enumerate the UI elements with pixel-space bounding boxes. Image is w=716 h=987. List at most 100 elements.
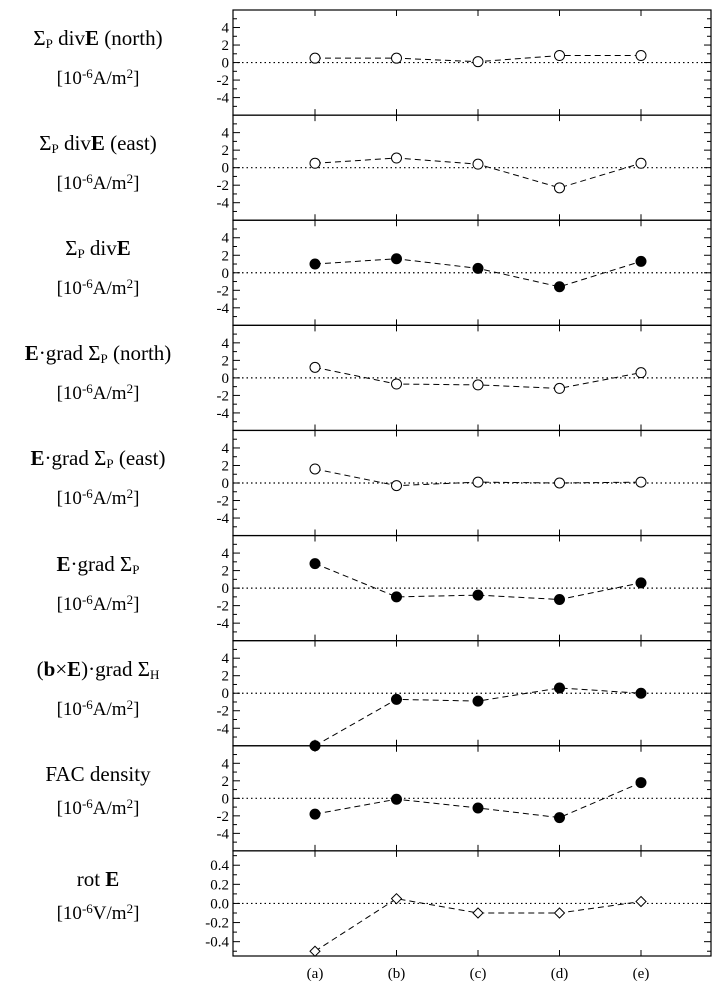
data-point — [472, 262, 484, 274]
y-tick-label: -4 — [217, 91, 230, 107]
data-point — [391, 793, 402, 805]
y-tick-label: 0.4 — [210, 858, 229, 874]
panel-label-p5: E·grad ΣP (east) [10-6A/m2] — [0, 446, 196, 510]
x-tick-label: (e) — [633, 966, 650, 982]
panel-unit: [10-6A/m2] — [56, 486, 140, 510]
panel-title: FAC density — [45, 761, 151, 786]
y-tick-label: -4 — [217, 616, 230, 632]
y-tick-label: 2 — [222, 774, 230, 790]
y-tick-label: 4 — [222, 651, 230, 667]
y-tick-label: 2 — [222, 669, 230, 685]
y-tick-label: 2 — [222, 564, 230, 580]
series-line-p9 — [314, 898, 642, 952]
y-tick-label: 0 — [222, 581, 230, 597]
y-tick-label: 0 — [222, 56, 230, 72]
y-tick-label: -2 — [217, 599, 230, 615]
data-point — [635, 777, 647, 789]
panel-title: E·grad ΣP (north) — [24, 341, 172, 367]
data-point — [391, 591, 402, 603]
y-tick-label: 0 — [222, 476, 230, 492]
data-point — [635, 255, 647, 267]
data-point — [554, 50, 565, 62]
data-point — [635, 367, 647, 379]
panel-label-p2: ΣP divE (east) [10-6A/m2] — [0, 131, 196, 195]
y-tick-label: 0 — [222, 266, 230, 282]
panel-label-p8: FAC density [10-6A/m2] — [0, 762, 196, 820]
panel-unit: [10-6A/m2] — [56, 381, 140, 405]
data-point — [309, 258, 321, 270]
y-tick-label: 0.2 — [210, 877, 229, 893]
data-point — [635, 476, 647, 488]
data-point — [472, 695, 484, 707]
x-tick-label: (c) — [470, 966, 487, 982]
y-tick-label: -2 — [217, 178, 230, 194]
y-tick-label: -4 — [217, 301, 230, 317]
data-point — [472, 158, 484, 170]
data-point — [472, 56, 484, 68]
data-point — [309, 945, 321, 957]
data-point — [554, 281, 565, 293]
data-point — [391, 480, 402, 492]
data-point — [472, 802, 484, 814]
x-tick-label: (a) — [307, 966, 324, 982]
y-tick-label: -4 — [217, 826, 230, 842]
data-point — [472, 476, 484, 488]
y-tick-label: 4 — [222, 756, 230, 772]
data-point — [554, 682, 565, 694]
panel-unit: [10-6A/m2] — [56, 276, 140, 300]
y-tick-label: -2 — [217, 494, 230, 510]
data-point — [554, 477, 565, 489]
data-point — [554, 382, 565, 394]
y-tick-label: -2 — [217, 283, 230, 299]
data-point — [635, 895, 647, 908]
y-tick-label: 2 — [222, 248, 230, 264]
data-point — [472, 589, 484, 601]
y-tick-label: 2 — [222, 353, 230, 369]
y-tick-label: -0.4 — [205, 935, 229, 951]
panel-title: ΣP divE (east) — [39, 131, 157, 157]
data-point — [554, 182, 565, 194]
y-tick-label: 4 — [222, 441, 230, 457]
y-tick-label: 4 — [222, 231, 230, 247]
y-tick-label: 0 — [222, 161, 230, 177]
y-tick-label: 2 — [222, 38, 230, 54]
data-point — [309, 558, 321, 570]
y-tick-label: -4 — [217, 721, 230, 737]
y-tick-label: -2 — [217, 388, 230, 404]
data-point — [553, 907, 566, 919]
panel-title: ΣP divE — [65, 236, 131, 262]
data-point — [309, 157, 321, 169]
panel-unit: [10-6V/m2] — [56, 900, 140, 924]
y-tick-label: 2 — [222, 458, 230, 474]
data-point — [472, 379, 484, 391]
panel-label-p9: rot E [10-6V/m2] — [0, 867, 196, 925]
data-point — [472, 907, 484, 919]
panel-label-p3: ΣP divE [10-6A/m2] — [0, 236, 196, 300]
data-point — [635, 577, 647, 589]
panel-label-p1: ΣP divE (north) [10-6A/m2] — [0, 26, 196, 90]
panel-unit: [10-6A/m2] — [56, 795, 140, 819]
panel-title: E·grad ΣP (east) — [30, 446, 166, 472]
y-tick-label: -2 — [217, 809, 230, 825]
y-tick-label: 0 — [222, 686, 230, 702]
data-point — [635, 687, 647, 699]
y-tick-label: -4 — [217, 406, 230, 422]
panel-title: ΣP divE (north) — [33, 26, 163, 51]
panel-unit: [10-6A/m2] — [56, 591, 140, 615]
y-tick-label: 4 — [222, 126, 230, 142]
y-tick-label: -2 — [217, 73, 230, 89]
y-tick-label: -0.2 — [205, 916, 229, 932]
data-point — [390, 892, 403, 905]
panel-unit: [10-6A/m2] — [56, 696, 140, 720]
panel-title: (b×E)·grad ΣH — [36, 656, 160, 682]
y-tick-label: 4 — [222, 336, 230, 352]
x-tick-label: (b) — [388, 966, 406, 982]
panel-label-p6: E·grad ΣP [10-6A/m2] — [0, 552, 196, 616]
data-point — [391, 253, 402, 265]
panel-unit: [10-6A/m2] — [56, 66, 140, 89]
y-tick-label: 0 — [222, 791, 230, 807]
y-tick-label: 4 — [222, 21, 230, 37]
data-point — [391, 52, 402, 64]
data-point — [309, 463, 321, 475]
data-point — [309, 808, 321, 820]
